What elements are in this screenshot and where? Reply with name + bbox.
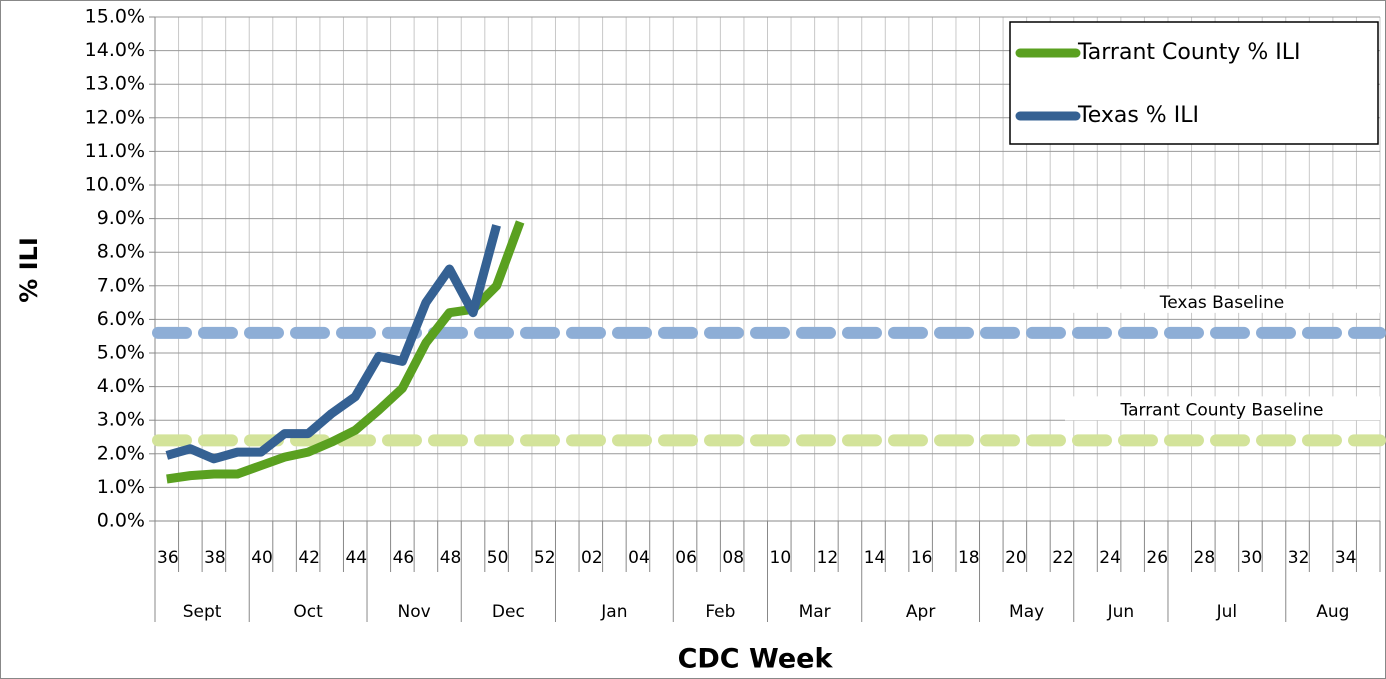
legend-label: Texas % ILI: [1077, 103, 1199, 128]
x-tick-label: 40: [251, 548, 273, 568]
x-tick-label: 38: [204, 548, 226, 568]
x-tick-label: 22: [1052, 548, 1074, 568]
y-axis-label: % ILI: [15, 237, 43, 303]
legend-box: [1009, 21, 1379, 145]
y-tick-label: 3.0%: [97, 409, 145, 431]
x-axis-label: CDC Week: [678, 644, 834, 675]
baseline-label: Tarrant County Baseline: [1120, 400, 1324, 420]
y-tick-label: 2.0%: [97, 442, 145, 464]
x-tick-label: 06: [675, 548, 697, 568]
y-tick-label: 14.0%: [85, 39, 145, 61]
x-tick-label: 26: [1146, 548, 1168, 568]
y-tick-label: 12.0%: [85, 106, 145, 128]
x-tick-label: 08: [722, 548, 744, 568]
x-tick-label: 48: [440, 548, 462, 568]
x-tick-label: 16: [911, 548, 933, 568]
y-tick-label: 5.0%: [97, 342, 145, 364]
x-tick-label: 36: [157, 548, 179, 568]
y-tick-label: 4.0%: [97, 375, 145, 397]
y-tick-label: 6.0%: [97, 308, 145, 330]
x-tick-label: 02: [581, 548, 603, 568]
y-tick-label: 11.0%: [85, 140, 145, 162]
month-label: Aug: [1316, 602, 1349, 622]
month-label: Feb: [705, 602, 735, 622]
x-tick-label: 04: [628, 548, 650, 568]
x-tick-label: 12: [817, 548, 839, 568]
month-label: Oct: [293, 602, 323, 622]
month-label: Mar: [799, 602, 831, 622]
x-tick-label: 34: [1335, 548, 1357, 568]
x-tick-label: 24: [1099, 548, 1121, 568]
baseline-label-bg: [1065, 288, 1380, 313]
y-tick-label: 1.0%: [97, 476, 145, 498]
month-label: Jun: [1107, 602, 1135, 622]
x-tick-label: 50: [487, 548, 509, 568]
x-tick-label: 42: [298, 548, 320, 568]
month-label: Jul: [1216, 602, 1238, 622]
x-tick-label: 52: [534, 548, 556, 568]
x-tick-label: 20: [1005, 548, 1027, 568]
x-tick-label: 32: [1288, 548, 1310, 568]
baseline-label-bg: [1065, 396, 1380, 421]
x-tick-label: 14: [864, 548, 886, 568]
y-tick-label: 9.0%: [97, 207, 145, 229]
month-label: Nov: [398, 602, 431, 622]
y-tick-label: 10.0%: [85, 174, 145, 196]
month-label: Sept: [183, 602, 222, 622]
y-tick-label: 8.0%: [97, 241, 145, 263]
month-label: Dec: [492, 602, 525, 622]
y-tick-label: 13.0%: [85, 73, 145, 95]
baseline-label: Texas Baseline: [1159, 293, 1284, 313]
month-label: May: [1009, 602, 1044, 622]
x-tick-label: 46: [393, 548, 415, 568]
x-tick-label: 10: [770, 548, 792, 568]
y-tick-label: 15.0%: [85, 6, 145, 28]
y-tick-label: 7.0%: [97, 274, 145, 296]
x-tick-label: 30: [1241, 548, 1263, 568]
series-line: [166, 220, 525, 484]
legend-label: Tarrant County % ILI: [1077, 40, 1301, 65]
x-tick-label: 44: [345, 548, 367, 568]
x-tick-label: 18: [958, 548, 980, 568]
month-label: Apr: [906, 602, 935, 622]
month-label: Jan: [600, 602, 627, 622]
x-tick-label: 28: [1194, 548, 1216, 568]
y-tick-label: 0.0%: [97, 510, 145, 532]
series-line: [165, 224, 501, 464]
